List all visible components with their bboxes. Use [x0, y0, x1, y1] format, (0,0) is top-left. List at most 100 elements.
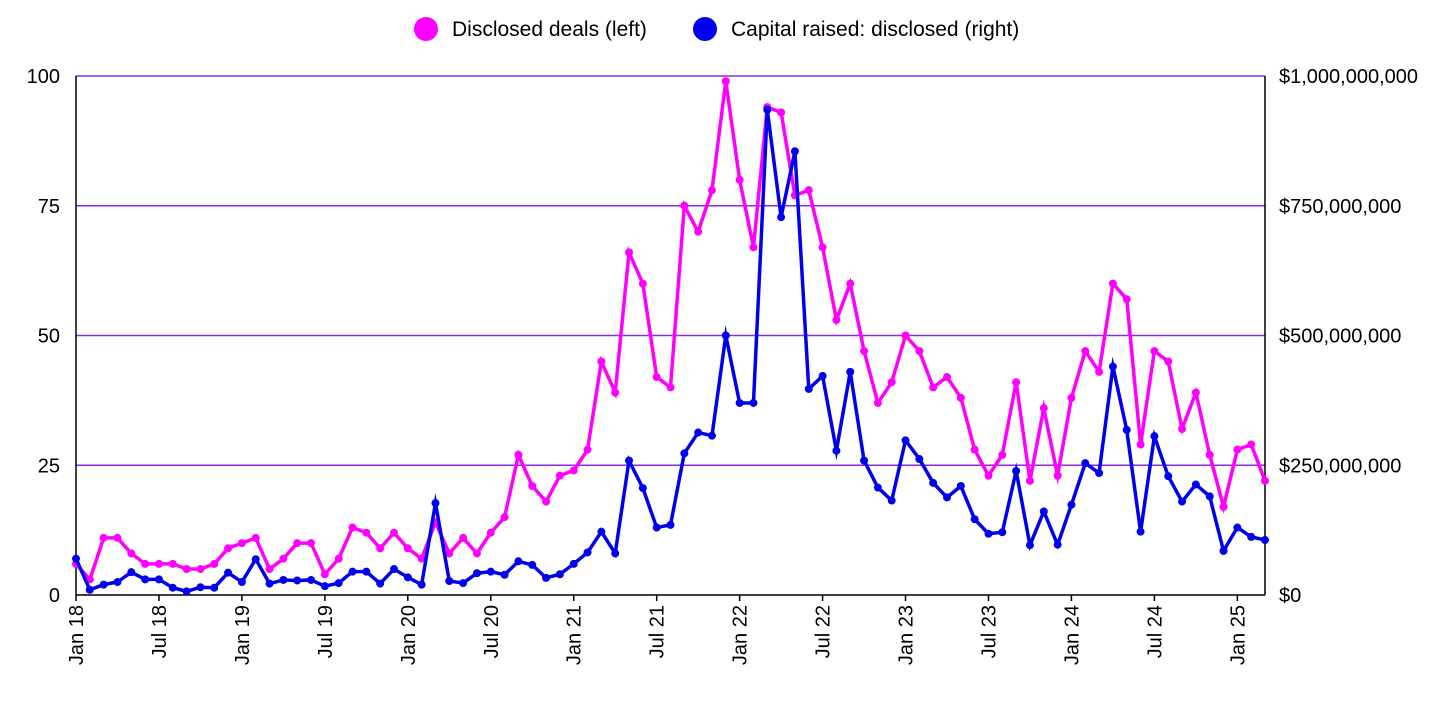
series-1-point-65 [970, 515, 979, 524]
series-0-point-3 [113, 533, 122, 542]
series-0-point-12 [237, 539, 246, 548]
series-1-point-38 [597, 527, 606, 536]
left-axis-ticks: 0 25 50 75 100 [27, 66, 60, 607]
series-0-point-15 [279, 554, 288, 563]
series-0-point-36 [569, 466, 578, 475]
series-1-point-60 [901, 436, 910, 445]
series-0-point-24 [403, 544, 412, 553]
series-0-point-22 [376, 544, 385, 553]
series-0-point-5 [141, 559, 150, 568]
series-1-point-16 [293, 576, 302, 585]
series-0-point-53 [804, 186, 813, 195]
series-1-point-21 [362, 567, 371, 576]
right-tick-label-2: $500,000,000 [1279, 326, 1401, 348]
series-0-point-74 [1095, 367, 1104, 376]
series-1-point-74 [1095, 469, 1104, 478]
gridlines [76, 75, 1265, 466]
series-1-point-5 [141, 575, 150, 584]
x-tick-label-jul-18: Jul 18 [149, 605, 171, 658]
left-tick-label-25: 25 [38, 455, 60, 477]
series-1-point-12 [237, 578, 246, 587]
legend-label-capital: Capital raised: disclosed (right) [731, 18, 1019, 41]
series-0-point-73 [1081, 347, 1090, 356]
series-1-point-68 [1012, 466, 1021, 475]
legend-marker-deals [414, 17, 438, 41]
series-0-point-32 [514, 450, 523, 459]
series-0-point-38 [597, 357, 606, 366]
right-tick-label-0: $0 [1279, 585, 1301, 607]
series-0-point-57 [860, 347, 869, 356]
x-tick-label-jul-20: Jul 20 [481, 605, 503, 658]
series-1-point-7 [168, 583, 177, 592]
series-1-point-17 [307, 575, 316, 584]
series-0-point-39 [611, 388, 620, 397]
series-1-point-71 [1053, 540, 1062, 549]
series-0-point-51 [777, 108, 786, 117]
series-1-point-6 [154, 575, 163, 584]
x-axis-ticks: Jan 18 Jul 18 Jan 19 Jul 19 Jan 20 Jul 20 Jan … [66, 595, 1249, 665]
series-1-point-9 [196, 583, 205, 592]
series-0-point-6 [154, 559, 163, 568]
series-0-point-25 [417, 554, 426, 563]
series-1-point-81 [1191, 480, 1200, 489]
series-1-point-41 [638, 484, 647, 493]
series-1-point-27 [445, 576, 454, 585]
series-1-point-52 [790, 147, 799, 156]
series-1-point-70 [1039, 507, 1048, 516]
series-1-point-75 [1108, 362, 1117, 371]
series-1-point-45 [694, 428, 703, 437]
series-1-point-36 [569, 559, 578, 568]
x-tick-label-jan-19: Jan 19 [232, 605, 254, 665]
series-0-point-23 [389, 528, 398, 537]
x-tick-label-jul-21: Jul 21 [647, 605, 669, 658]
right-tick-label-4: $1,000,000,000 [1279, 66, 1418, 88]
series-1-point-67 [998, 528, 1007, 537]
legend-marker-capital [693, 17, 717, 41]
series-1-point-11 [224, 568, 233, 577]
series-0-point-76 [1122, 295, 1131, 304]
series-0-point-21 [362, 528, 371, 537]
series-1-point-28 [459, 579, 468, 588]
series-0-point-30 [486, 528, 495, 537]
legend: Disclosed deals (left) Capital raised: d… [414, 17, 1019, 41]
series-1-point-1 [85, 585, 94, 594]
series-1-point-40 [625, 456, 634, 465]
series-0-point-80 [1178, 424, 1187, 433]
series-1-point-80 [1178, 497, 1187, 506]
series-0-point-65 [970, 445, 979, 454]
series-1-point-47 [721, 331, 730, 340]
series-1-point-26 [431, 499, 440, 508]
series-0-point-28 [459, 533, 468, 542]
series-0-point-82 [1205, 450, 1214, 459]
series-0-point-43 [666, 383, 675, 392]
series-0-point-59 [887, 378, 896, 387]
series-1-point-59 [887, 496, 896, 505]
series-1-point-79 [1164, 472, 1173, 481]
series-0-point-66 [984, 471, 993, 480]
series-1-point-78 [1150, 432, 1159, 441]
series-1-point-66 [984, 529, 993, 538]
series-1-point-51 [777, 213, 786, 222]
series-0-point-19 [334, 554, 343, 563]
series-0-point-63 [943, 373, 952, 382]
series-1-point-64 [956, 482, 965, 491]
series-0-point-60 [901, 331, 910, 340]
series-1-point-33 [528, 560, 537, 569]
series-0-point-77 [1136, 440, 1145, 449]
series-0-point-27 [445, 549, 454, 558]
left-tick-label-0: 0 [49, 585, 60, 607]
series-0-point-11 [224, 544, 233, 553]
axes [75, 76, 1266, 596]
series-0-point-70 [1039, 404, 1048, 413]
series-1-point-4 [127, 568, 136, 577]
series-1-point-46 [707, 431, 716, 440]
series-1-point-50 [763, 105, 772, 114]
series-1-point-13 [251, 555, 260, 564]
series-1-point-56 [846, 367, 855, 376]
series-1-point-31 [500, 570, 509, 579]
series-0-point-71 [1053, 471, 1062, 480]
series-0-point-86 [1261, 476, 1269, 485]
series-0-point-20 [348, 523, 357, 532]
series-1-point-2 [99, 580, 108, 589]
